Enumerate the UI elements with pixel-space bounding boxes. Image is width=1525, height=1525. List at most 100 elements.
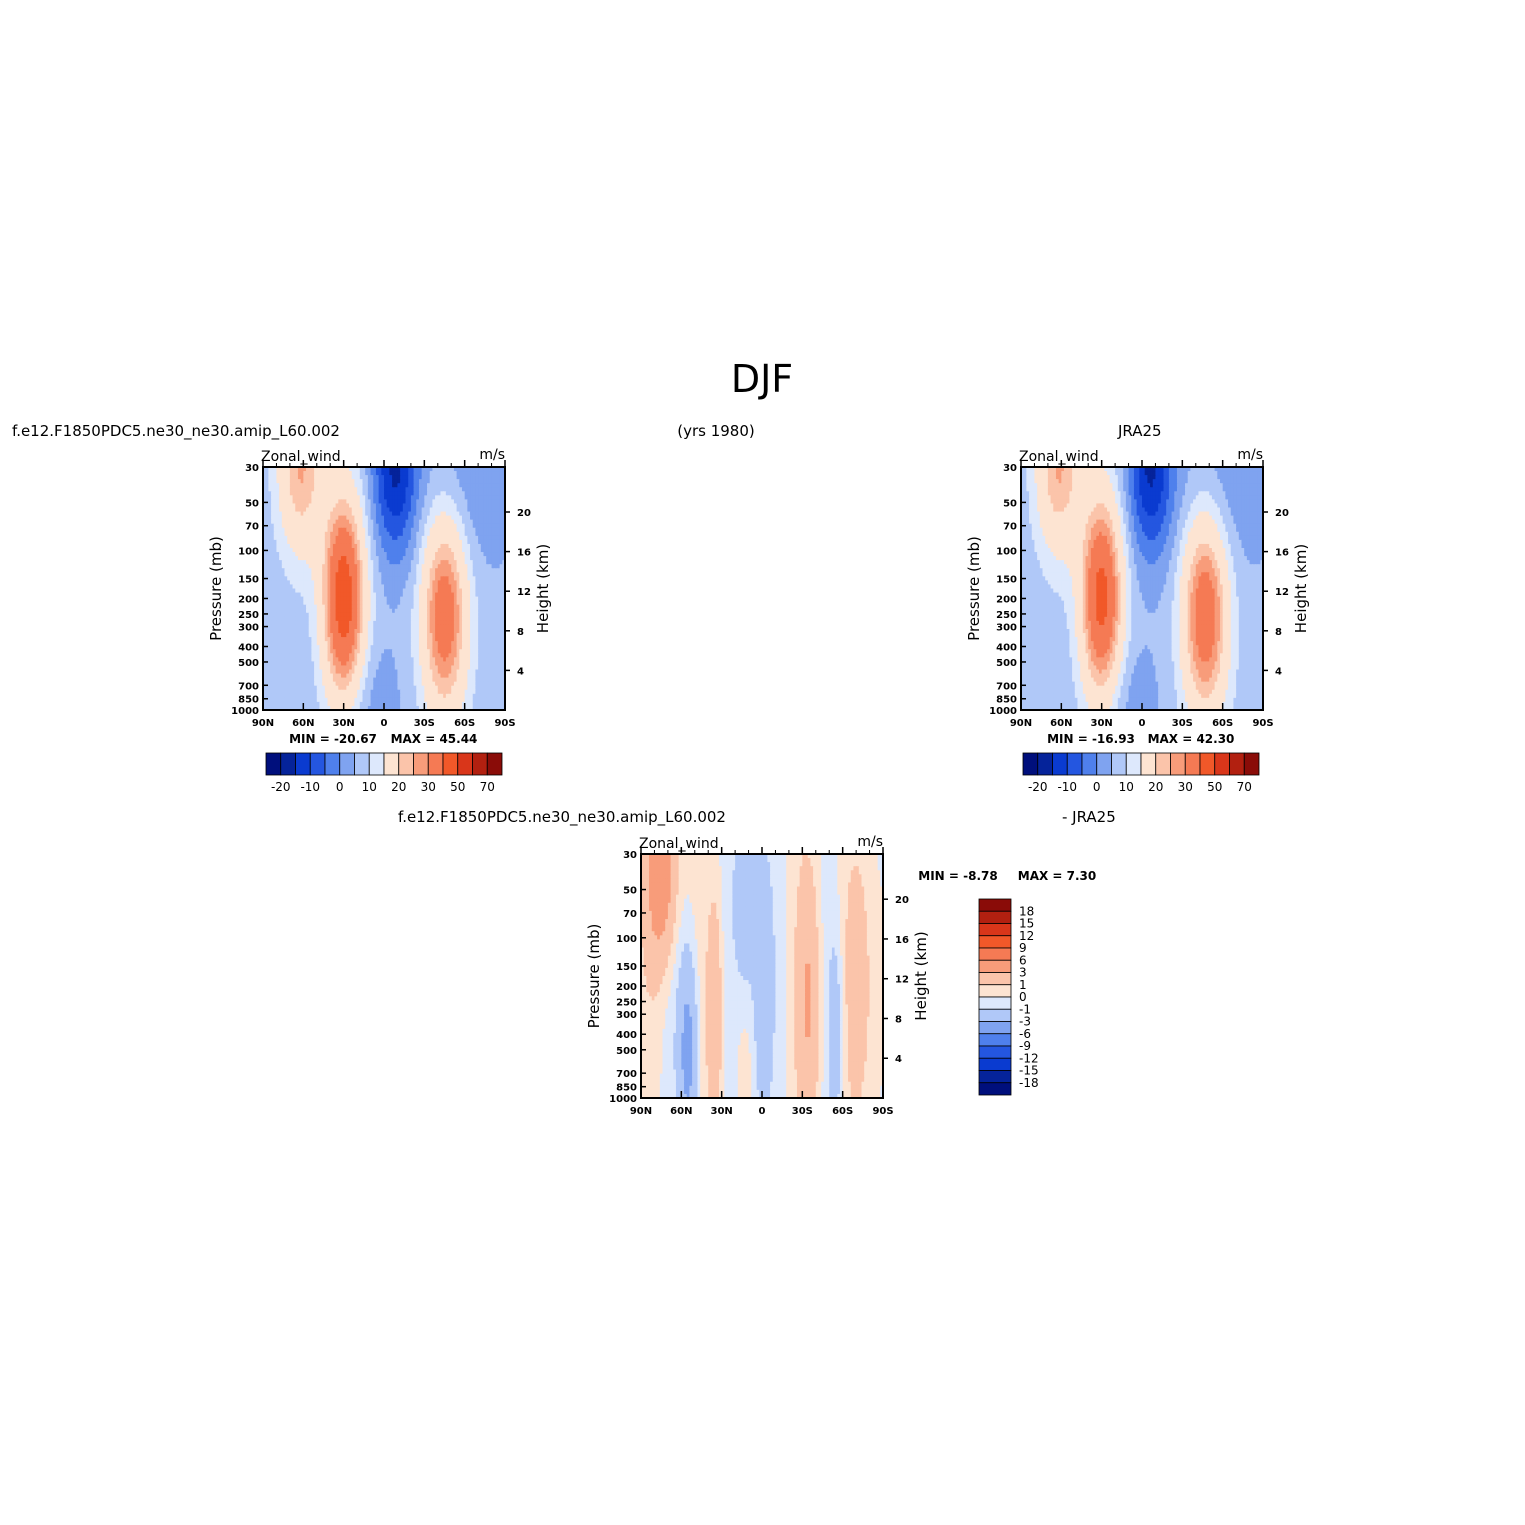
- field-cell: [502, 592, 506, 598]
- field-cell: [384, 564, 388, 569]
- field-cell: [410, 564, 415, 569]
- field-cell: [311, 592, 315, 598]
- field-cell: [300, 535, 304, 541]
- field-cell: [343, 503, 347, 509]
- field-cell: [279, 475, 283, 480]
- field-cell: [284, 535, 288, 541]
- field-cell: [343, 596, 347, 602]
- field-cell: [311, 531, 315, 537]
- field-cell: [405, 543, 409, 549]
- field-cell: [365, 475, 369, 480]
- field-cell: [467, 572, 471, 577]
- field-cell: [435, 604, 439, 610]
- field-cell: [389, 681, 393, 687]
- field-cell: [316, 495, 321, 500]
- field-cell: [456, 535, 460, 541]
- field-cell: [367, 604, 372, 610]
- field-cell: [340, 527, 345, 533]
- field-cell: [472, 588, 477, 594]
- field-cell: [491, 475, 495, 480]
- field-cell: [394, 503, 399, 509]
- field-cell: [413, 539, 417, 545]
- field-cell: [427, 572, 431, 577]
- field-cell: [478, 467, 482, 472]
- field-cell: [335, 475, 339, 480]
- field-cell: [461, 629, 466, 634]
- field-cell: [359, 548, 364, 553]
- field-cell: [292, 503, 296, 509]
- field-cell: [268, 531, 272, 537]
- field-cell: [311, 620, 315, 626]
- field-cell: [470, 604, 474, 610]
- field-cell: [330, 523, 334, 529]
- field-cell: [340, 681, 345, 687]
- field-cell: [343, 588, 347, 594]
- field-cell: [435, 637, 439, 642]
- field-cell: [279, 556, 283, 561]
- field-cell: [392, 649, 396, 654]
- field-cell: [384, 475, 388, 480]
- field-cell: [400, 572, 404, 577]
- field-cell: [311, 491, 315, 496]
- field-cell: [400, 669, 404, 675]
- field-cell: [367, 665, 372, 671]
- field-cell: [330, 572, 334, 577]
- field-cell: [496, 572, 501, 577]
- field-cell: [467, 600, 471, 606]
- field-cell: [410, 527, 415, 533]
- field-cell: [375, 548, 380, 553]
- field-cell: [486, 645, 490, 650]
- field-cell: [502, 499, 506, 505]
- field-cell: [456, 556, 460, 561]
- field-cell: [456, 612, 460, 618]
- field-cell: [443, 657, 447, 662]
- field-cell: [464, 641, 468, 646]
- field-cell: [287, 592, 291, 598]
- field-cell: [413, 560, 417, 565]
- field-cell: [357, 491, 361, 496]
- field-cell: [464, 661, 468, 667]
- field-cell: [451, 673, 455, 679]
- field-cell: [427, 580, 431, 586]
- field-cell: [427, 649, 431, 654]
- field-cell: [354, 584, 358, 590]
- field-cell: [346, 527, 350, 533]
- field-cell: [265, 665, 269, 671]
- field-cell: [394, 681, 399, 687]
- field-cell: [378, 576, 382, 581]
- field-cell: [295, 604, 299, 610]
- field-cell: [314, 483, 318, 488]
- field-cell: [297, 467, 302, 472]
- field-cell: [448, 495, 452, 500]
- field-cell: [392, 568, 396, 573]
- field-cell: [429, 677, 433, 683]
- field-cell: [281, 467, 286, 472]
- field-cell: [486, 475, 490, 480]
- field-cell: [349, 665, 353, 671]
- field-cell: [303, 531, 307, 537]
- field-cell: [413, 556, 417, 561]
- field-cell: [330, 475, 334, 480]
- field-cell: [287, 673, 291, 679]
- field-cell: [311, 548, 315, 553]
- field-cell: [295, 612, 299, 618]
- field-cell: [405, 645, 409, 650]
- field-cell: [400, 637, 404, 642]
- field-cell: [303, 499, 307, 505]
- field-cell: [405, 624, 409, 630]
- field-cell: [289, 669, 294, 675]
- field-cell: [402, 681, 407, 687]
- field-cell: [408, 677, 412, 683]
- field-cell: [440, 527, 444, 533]
- field-cell: [284, 580, 288, 586]
- field-cell: [373, 665, 377, 671]
- field-cell: [443, 471, 447, 476]
- field-cell: [357, 495, 361, 500]
- field-cell: [300, 592, 304, 598]
- field-cell: [365, 616, 369, 622]
- field-cell: [322, 629, 326, 634]
- field-cell: [332, 523, 337, 529]
- field-cell: [265, 519, 269, 525]
- field-cell: [459, 604, 463, 610]
- field-cell: [467, 564, 471, 569]
